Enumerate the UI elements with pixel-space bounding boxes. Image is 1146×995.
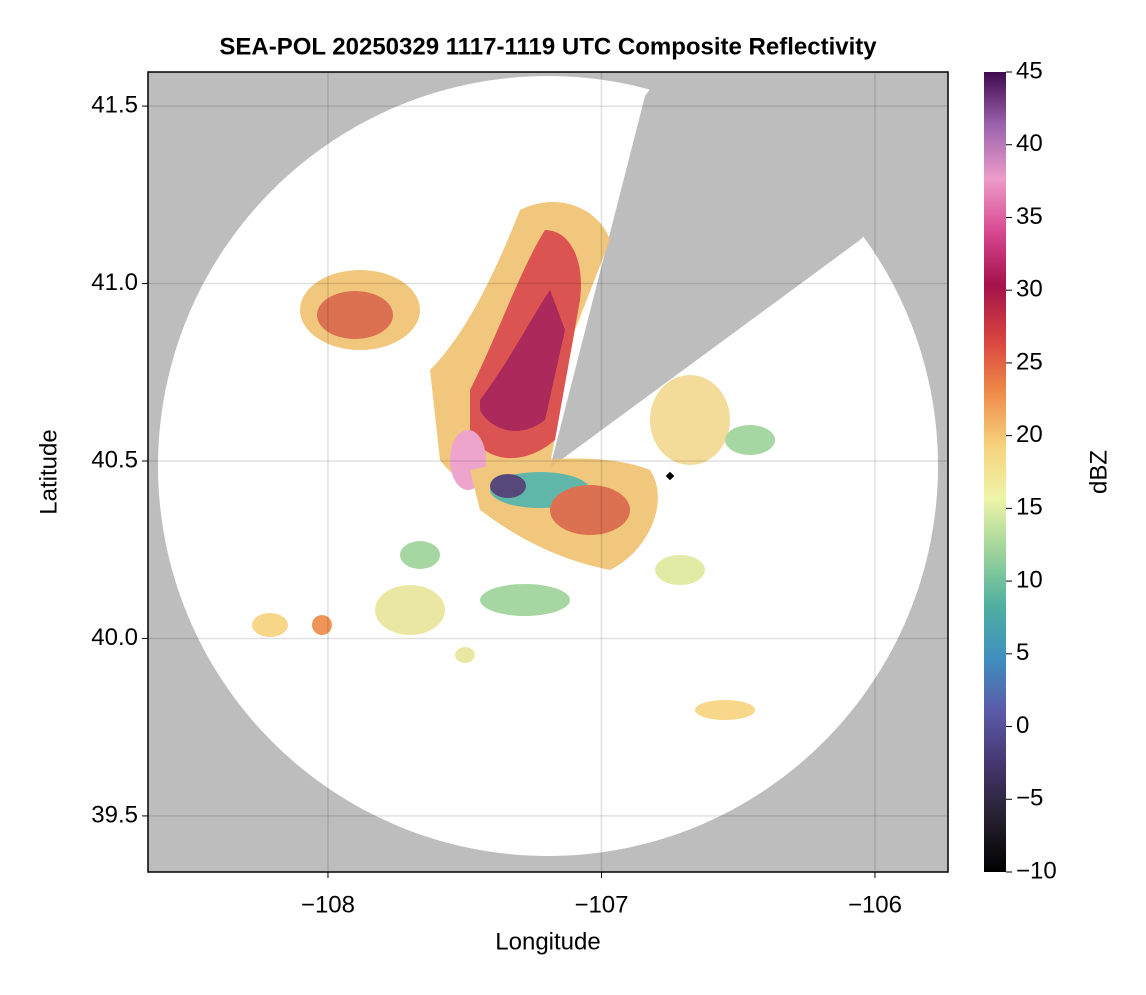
x-tick-label: −107 <box>574 891 628 918</box>
plot-frame <box>147 71 949 873</box>
radar-image <box>148 72 948 872</box>
colorbar-tick-label: 0 <box>1016 712 1029 739</box>
colorbar-tick-label: 20 <box>1016 421 1043 448</box>
colorbar-tick-label: 40 <box>1016 130 1043 157</box>
y-tick-label: 40.0 <box>91 624 138 651</box>
colorbar-tick-label: 30 <box>1016 276 1043 303</box>
y-tick-label: 41.5 <box>91 91 138 118</box>
x-tick-label: −108 <box>301 891 355 918</box>
colorbar-tick-label: 35 <box>1016 203 1043 230</box>
y-tick-label: 39.5 <box>91 801 138 828</box>
colorbar-tick-label: −5 <box>1016 785 1043 812</box>
colorbar-tick-label: −10 <box>1016 857 1057 884</box>
colorbar-tick-label: 10 <box>1016 566 1043 593</box>
x-axis-label: Longitude <box>495 928 600 955</box>
y-tick-label: 40.5 <box>91 446 138 473</box>
y-axis-label: Latitude <box>35 429 62 514</box>
colorbar-tick-label: 25 <box>1016 348 1043 375</box>
colorbar-tick-label: 45 <box>1016 57 1043 84</box>
colorbar <box>984 72 1006 872</box>
colorbar-label: dBZ <box>1085 450 1112 494</box>
y-tick-label: 41.0 <box>91 269 138 296</box>
colorbar-tick-label: 15 <box>1016 494 1043 521</box>
chart-title: SEA-POL 20250329 1117-1119 UTC Composite… <box>219 33 877 60</box>
x-tick-label: −106 <box>848 891 902 918</box>
colorbar-tick-label: 5 <box>1016 639 1029 666</box>
